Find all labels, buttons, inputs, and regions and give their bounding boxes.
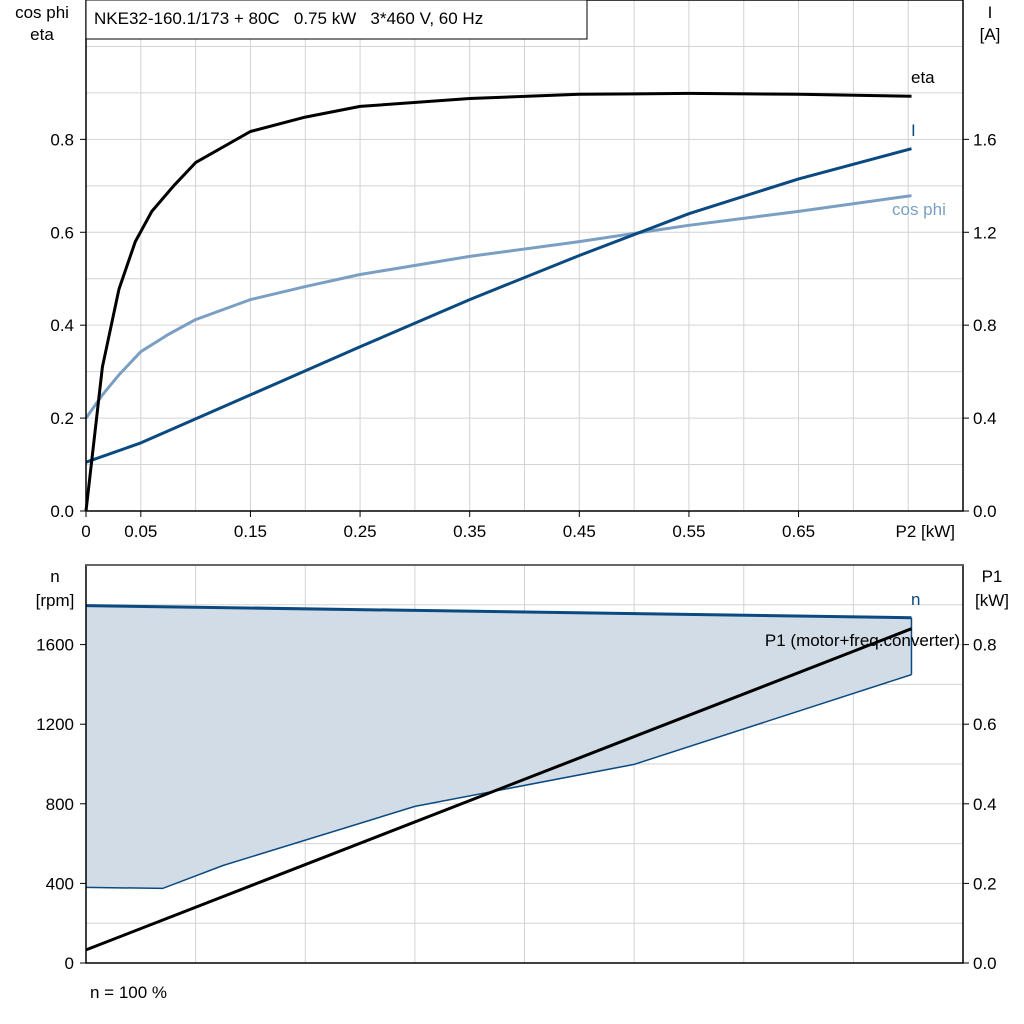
series-marks [84,91,913,952]
y-tick-label-right: 0.4 [973,409,997,428]
x-tick-label: 0.15 [234,522,267,541]
x-tick-label: 0.25 [344,522,377,541]
y-tick-label-right: 1.2 [973,223,997,242]
top-left-ylabel-2: eta [30,25,54,44]
y-tick-label-right: 0.8 [973,316,997,335]
label-P1: P1 (motor+freq.converter) [765,631,960,650]
top-plot-frame [85,0,964,512]
y-tick-label-right: 0.4 [973,795,997,814]
y-tick-label-left: 0.6 [50,223,74,242]
bottom-right-ylabel-2: [kW] [975,591,1009,610]
y-tick-label-left: 800 [46,795,74,814]
y-tick-label-right: 0.0 [973,954,997,973]
series-n-line [85,604,912,620]
y-tick-label-right: 0.2 [973,874,997,893]
label-eta: eta [911,68,935,87]
label-cos-phi: cos phi [892,200,946,219]
series-n-min-line [85,673,912,890]
top-left-ylabel-1: cos phi [15,3,69,22]
series-I-line [85,147,912,464]
y-tick-label-right: 0.8 [973,636,997,655]
series-cos-phi-line [84,194,912,419]
tick-labels: 0.0 0.2 0.4 0.6 0.8 0.0 0.4 0.8 1.2 1.6 0 400 800 120… [36,130,996,973]
series-P1-line [85,627,913,952]
y-tick-label-right: 1.6 [973,130,997,149]
top-grid [86,0,963,511]
y-tick-label-left: 0.0 [50,502,74,521]
y-tick-label-left: 1200 [36,715,74,734]
title-box [85,0,588,40]
speed-range-area [86,605,912,889]
y-tick-label-left: 0.4 [50,316,74,335]
top-right-ylabel-1: I [988,3,993,22]
bottom-left-ylabel-2: [rpm] [36,591,75,610]
x-tick-label: 0.55 [672,522,705,541]
bottom-left-ylabel-1: n [50,567,59,586]
chart-title: NKE32-160.1/173 + 80C 0.75 kW 3*460 V, 6… [94,9,483,28]
x-tick-label: 0.65 [782,522,815,541]
label-I: I [911,121,916,140]
top-right-ylabel-2: [A] [980,25,1001,44]
label-n: n [911,590,920,609]
y-tick-label-left: 1600 [36,636,74,655]
x-axis-label: P2 [kW] [895,522,955,541]
x-tick-label: 0.05 [124,522,157,541]
y-tick-label-left: 0.8 [50,130,74,149]
x-tick-label: 0.45 [563,522,596,541]
series-eta-line [84,91,912,512]
x-tick-label: 0 [81,522,90,541]
y-tick-label-right: 0.0 [973,502,997,521]
y-tick-label-right: 0.6 [973,715,997,734]
x-tick-label: 0.35 [453,522,486,541]
y-tick-label-left: 0.2 [50,409,74,428]
y-tick-label-left: 0 [65,954,74,973]
bottom-right-ylabel-1: P1 [982,567,1003,586]
y-tick-label-left: 400 [46,874,74,893]
footnote: n = 100 % [90,983,167,1002]
